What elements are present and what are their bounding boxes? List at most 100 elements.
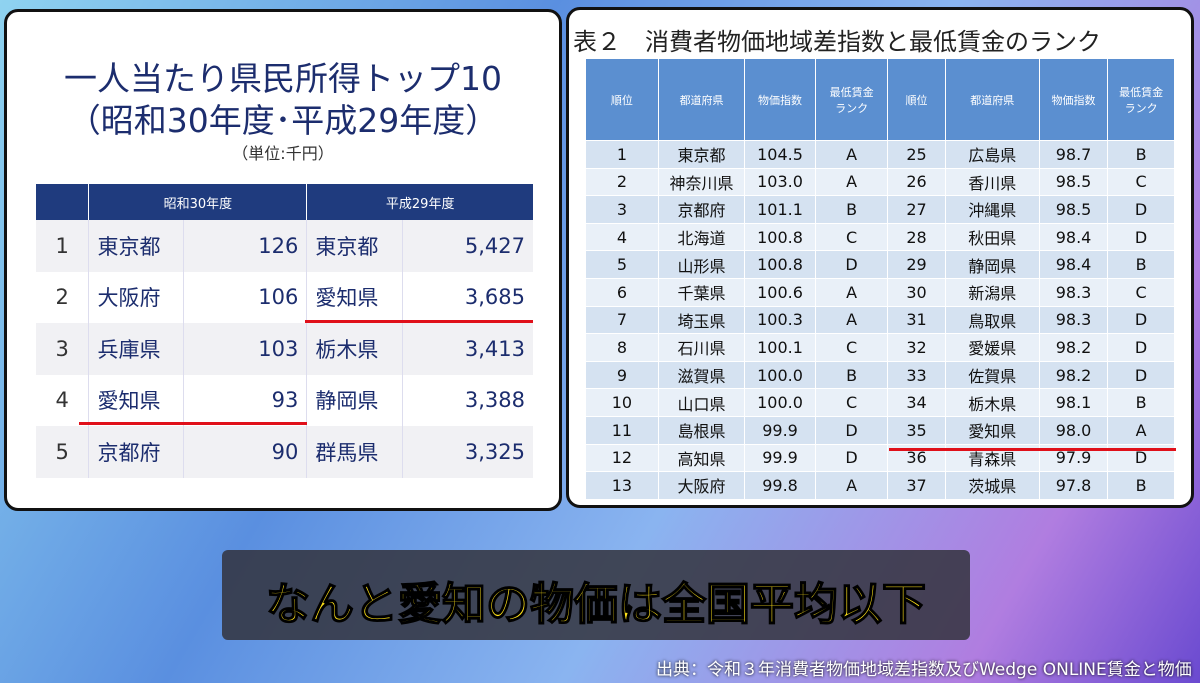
cell: 2 — [585, 167, 659, 197]
row: 13 大阪府 99.8 A 37 茨城県 97.8 B — [585, 471, 1175, 500]
cell: 愛知県 — [306, 271, 403, 323]
cell: C — [814, 333, 889, 362]
row: 2 大阪府 106 愛知県 3,685 — [36, 271, 533, 323]
cell: 兵庫県 — [88, 323, 184, 375]
header-cell: 最低賃金 ランク — [814, 58, 889, 141]
cell: 100.6 — [744, 277, 816, 307]
underline — [889, 448, 1176, 451]
cell: 33 — [887, 360, 946, 390]
cell: 新潟県 — [944, 277, 1040, 307]
cell: A — [814, 277, 889, 307]
cell: 90 — [182, 426, 307, 478]
header-cell: 都道府県 — [657, 58, 746, 141]
row: 3 京都府 101.1 B 27 沖縄県 98.5 D — [585, 195, 1175, 224]
cell: 栃木県 — [306, 323, 403, 375]
row: 1 東京都 126 東京都 5,427 — [36, 220, 533, 272]
cell: 5 — [55, 439, 69, 464]
cell: 大阪府 — [88, 271, 184, 323]
source: 出典：令和３年消費者物価地域差指数及びWedge ONLINE賃金と物価 — [656, 660, 1192, 680]
cell: C — [814, 388, 889, 417]
cell: 98.7 — [1038, 140, 1109, 169]
cell: 東京都 — [88, 220, 184, 272]
cell: 鳥取県 — [944, 305, 1040, 335]
cell: 4 — [585, 222, 659, 252]
cell: D — [814, 443, 889, 473]
cell: 31 — [887, 305, 946, 335]
cell: B — [1107, 140, 1175, 169]
header-cell: 順位 — [887, 58, 946, 141]
header-cell: 都道府県 — [944, 58, 1040, 141]
cell: 東京都 — [657, 140, 746, 169]
cell: 34 — [887, 388, 946, 417]
row: 5 京都府 90 群馬県 3,325 — [36, 426, 533, 478]
cell: 98.4 — [1038, 250, 1109, 279]
header-cell: 昭和30年度 — [88, 184, 307, 220]
cell: 32 — [887, 333, 946, 362]
row: 8 石川県 100.1 C 32 愛媛県 98.2 D — [585, 333, 1175, 362]
cell: 26 — [887, 167, 946, 197]
right-panel: 表２ 消費者物価地域差指数と最低賃金のランク 順位 都道府県 物価指数 最低賃金 ラン… — [566, 7, 1194, 508]
cell: A — [814, 305, 889, 335]
cell: 101.1 — [744, 195, 816, 224]
cell: 98.0 — [1038, 415, 1109, 445]
row: 9 滋賀県 100.0 B 33 佐賀県 98.2 D — [585, 360, 1175, 390]
cell: 愛知県 — [944, 415, 1040, 445]
cell: A — [814, 140, 889, 169]
row: 11 島根県 99.9 D 35 愛知県 98.0 A — [585, 415, 1175, 445]
cell: 98.5 — [1038, 167, 1109, 197]
cell: 10 — [585, 388, 659, 417]
cell: 99.9 — [744, 415, 816, 445]
cell: 97.9 — [1038, 443, 1109, 473]
cell: 99.8 — [744, 471, 816, 500]
cell: 愛媛県 — [944, 333, 1040, 362]
cell: 3,685 — [401, 271, 533, 323]
cell: 100.3 — [744, 305, 816, 335]
cell: 3,413 — [401, 323, 533, 375]
cell: D — [1107, 195, 1175, 224]
cell: 93 — [182, 374, 307, 426]
cell: B — [814, 360, 889, 390]
header-cell: 物価指数 — [744, 58, 816, 141]
cell: B — [1107, 388, 1175, 417]
row: 3 兵庫県 103 栃木県 3,413 — [36, 323, 533, 375]
underline — [305, 320, 533, 323]
cell: D — [1107, 360, 1175, 390]
cell: C — [814, 222, 889, 252]
cell: D — [1107, 333, 1175, 362]
title: 一人当たり県民所得トップ10 — [64, 59, 502, 98]
cell: 愛知県 — [88, 374, 184, 426]
cell: C — [1107, 277, 1175, 307]
cell: 神奈川県 — [657, 167, 746, 197]
cell: 香川県 — [944, 167, 1040, 197]
row: 5 山形県 100.8 D 29 静岡県 98.4 B — [585, 250, 1175, 279]
cell: 103 — [182, 323, 307, 375]
cell: B — [1107, 471, 1175, 500]
title: 表２ 消費者物価地域差指数と最低賃金のランク — [573, 28, 1101, 56]
cell: 104.5 — [744, 140, 816, 169]
cell: A — [1107, 415, 1175, 445]
cell: 島根県 — [657, 415, 746, 445]
row: 2 神奈川県 103.0 A 26 香川県 98.5 C — [585, 167, 1175, 197]
cell: 126 — [182, 220, 307, 272]
header-row: 順位 都道府県 物価指数 最低賃金 ランク 順位 都道府県 物価指数 最低賃金 ランク — [585, 58, 1175, 141]
cell: 100.0 — [744, 360, 816, 390]
cell: 東京都 — [306, 220, 403, 272]
unit: （単位:千円） — [232, 144, 334, 163]
caption-box: なんと愛知の物価は全国平均以下 — [222, 550, 970, 640]
cell: 千葉県 — [657, 277, 746, 307]
row: 1 東京都 104.5 A 25 広島県 98.7 B — [585, 140, 1175, 169]
caption: なんと愛知の物価は全国平均以下 — [265, 578, 927, 631]
cell: 山口県 — [657, 388, 746, 417]
cell: A — [814, 167, 889, 197]
cell: 98.2 — [1038, 333, 1109, 362]
row: 4 北海道 100.8 C 28 秋田県 98.4 D — [585, 222, 1175, 252]
cell: 12 — [585, 443, 659, 473]
header-cell — [36, 184, 89, 220]
cell: 3,325 — [401, 426, 533, 478]
cell: 98.1 — [1038, 388, 1109, 417]
cell: 103.0 — [744, 167, 816, 197]
cell: 98.3 — [1038, 305, 1109, 335]
row: 10 山口県 100.0 C 34 栃木県 98.1 B — [585, 388, 1175, 417]
cell: 1 — [585, 140, 659, 169]
